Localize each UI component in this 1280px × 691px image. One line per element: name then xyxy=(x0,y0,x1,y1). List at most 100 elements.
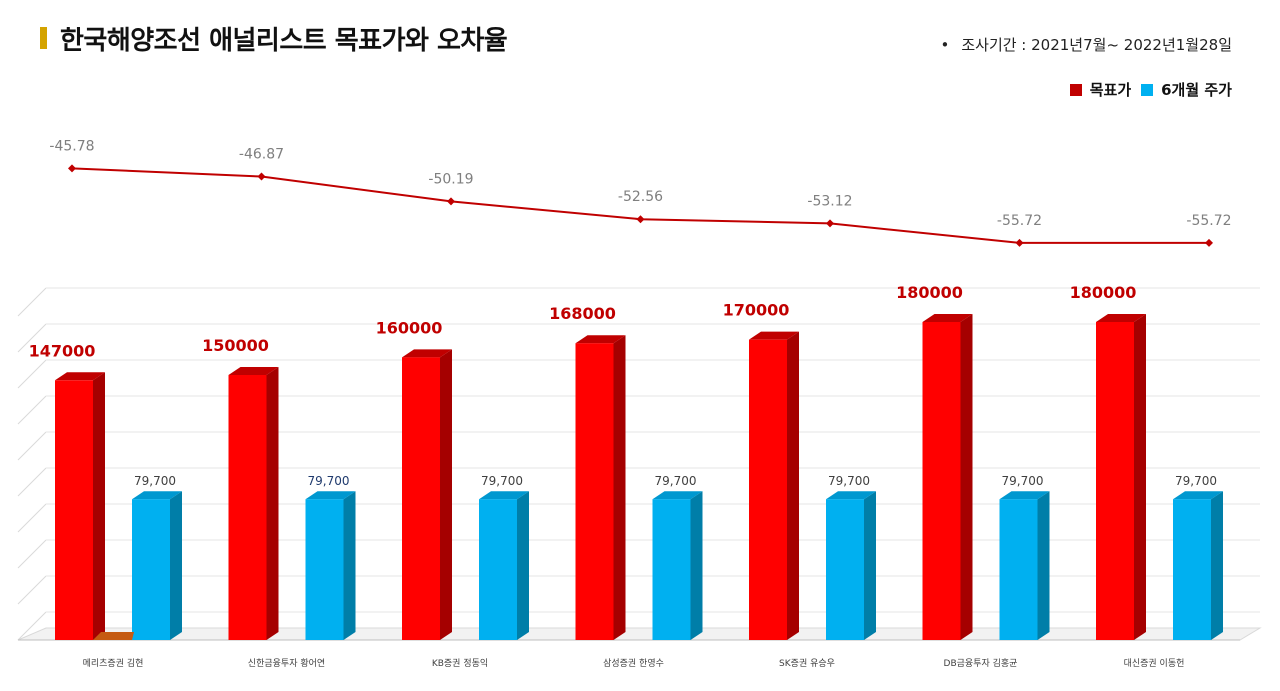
bar-target xyxy=(55,380,93,640)
bar-price-top xyxy=(305,491,356,500)
chart-back-wall xyxy=(18,340,1260,640)
bar-price xyxy=(826,499,864,640)
bar-target-side xyxy=(787,331,799,640)
category-label: SK증권 유승우 xyxy=(779,657,835,669)
bar-target-side xyxy=(93,372,105,640)
period-text: 조사기간 : 2021년7월~ 2022년1월28일 xyxy=(961,36,1232,54)
bar-price-top xyxy=(479,491,529,500)
bar-target-side xyxy=(960,314,973,640)
data-label-target: 180000 xyxy=(896,283,963,302)
error-rate-label: -46.87 xyxy=(239,147,284,163)
bar-target-top xyxy=(575,335,626,344)
error-rate-label: -45.78 xyxy=(49,138,94,154)
legend-swatch-price xyxy=(1141,83,1154,96)
category-label: 대신증권 이동헌 xyxy=(1124,657,1185,669)
bar-price-top xyxy=(1173,491,1223,500)
data-label-target: 147000 xyxy=(29,341,96,360)
bar-price xyxy=(999,499,1038,640)
bar-price xyxy=(1173,499,1211,640)
gridline-depth xyxy=(17,503,47,533)
error-rate-label: -55.72 xyxy=(997,213,1042,229)
period-bullet: • xyxy=(940,36,950,54)
data-label-target: 150000 xyxy=(202,336,269,355)
bar-target xyxy=(1096,322,1134,640)
data-label-target: 180000 xyxy=(1070,283,1137,302)
title-accent-bar xyxy=(40,27,47,49)
gridline-depth xyxy=(17,287,47,317)
gridline-depth xyxy=(17,431,47,461)
bar-target-top xyxy=(228,367,279,375)
error-rate-label: -53.12 xyxy=(807,193,852,209)
chart-floor xyxy=(17,627,1262,641)
error-rate-point xyxy=(257,172,266,181)
category-label: 메리츠증권 김현 xyxy=(83,657,144,669)
category-label: 신한금융투자 황어연 xyxy=(248,658,325,669)
data-label-target: 170000 xyxy=(723,301,790,320)
category-label: 삼성증권 한영수 xyxy=(603,657,664,669)
bar-price xyxy=(132,499,170,640)
legend-item-target: 목표가 xyxy=(1069,79,1132,100)
bar-price-top xyxy=(826,491,876,500)
legend-swatch-target xyxy=(1069,83,1082,96)
bar-target-top xyxy=(1096,314,1146,322)
gridline-depth xyxy=(17,467,47,497)
legend-label-price: 6개월 주가 xyxy=(1161,81,1232,99)
error-rate-point xyxy=(826,219,834,228)
bar-target-top xyxy=(922,314,973,322)
bar-target xyxy=(575,343,614,640)
bar-target-side xyxy=(613,335,626,640)
bar-price-side xyxy=(343,491,356,640)
error-rate-label: -55.72 xyxy=(1186,213,1231,229)
bar-price xyxy=(652,499,691,640)
error-rate-label: -52.56 xyxy=(618,189,663,205)
error-rate-point xyxy=(447,197,455,206)
bar-price xyxy=(479,499,517,640)
bar-price-top xyxy=(132,491,182,500)
legend-label-target: 목표가 xyxy=(1089,81,1132,99)
bar-price-side xyxy=(170,491,182,640)
bar-target-top xyxy=(402,349,452,358)
bar-target xyxy=(749,339,787,640)
legend: 목표가 6개월 주가 xyxy=(1060,79,1232,100)
data-label-price: 79,700 xyxy=(134,474,176,488)
bar-price-side xyxy=(1211,491,1223,640)
data-label-price: 79,700 xyxy=(828,474,870,488)
bar-target xyxy=(402,357,440,640)
bar-price-side xyxy=(864,491,876,640)
bar-price-side xyxy=(517,491,529,640)
bar-price xyxy=(305,499,344,640)
bar-price-top xyxy=(999,491,1050,500)
bar-target xyxy=(228,375,267,640)
category-label: KB증권 정동익 xyxy=(432,657,488,669)
data-label-price: 79,700 xyxy=(308,474,350,488)
survey-period: • 조사기간 : 2021년7월~ 2022년1월28일 xyxy=(940,34,1232,55)
bar-target-top xyxy=(749,331,799,340)
gridline-depth xyxy=(17,323,47,353)
page-title: 한국해양조선 애널리스트 목표가와 오차율 xyxy=(60,26,508,56)
gridline-depth xyxy=(17,395,47,425)
gridline-depth xyxy=(17,359,47,389)
gridline-depth xyxy=(17,575,47,605)
data-label-price: 79,700 xyxy=(1002,474,1044,488)
error-rate-point xyxy=(68,164,76,173)
data-label-price: 79,700 xyxy=(655,474,697,488)
bar-price-side xyxy=(1037,491,1050,640)
bar-price-side xyxy=(690,491,703,640)
error-rate-point xyxy=(1015,238,1024,247)
error-rate-point xyxy=(1205,238,1213,247)
bar-target-side xyxy=(440,349,452,640)
data-label-price: 79,700 xyxy=(481,474,523,488)
data-label-target: 160000 xyxy=(376,318,443,337)
error-rate-line xyxy=(71,167,1209,244)
bar-target xyxy=(922,322,961,640)
data-label-price: 79,700 xyxy=(1175,474,1217,488)
error-rate-label: -50.19 xyxy=(428,171,473,187)
bar-target-side xyxy=(266,367,279,640)
bar-target-top xyxy=(55,372,105,381)
bar-price-top xyxy=(652,491,703,500)
floor-accent xyxy=(93,632,134,640)
legend-item-price: 6개월 주가 xyxy=(1141,79,1232,100)
gridline-depth xyxy=(17,611,47,641)
gridline-depth xyxy=(17,539,47,569)
